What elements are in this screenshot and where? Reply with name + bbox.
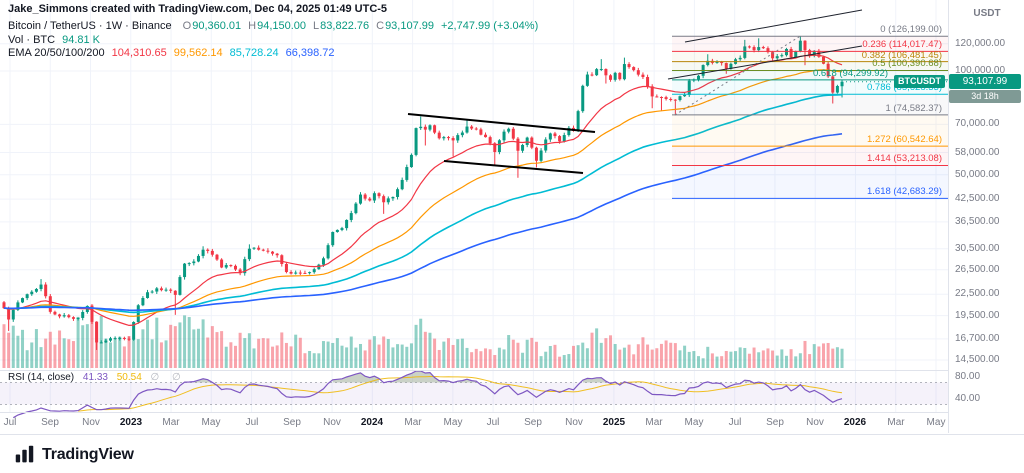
trend-drawings [407, 9, 863, 174]
price-axis-tick: 19,500.00 [955, 310, 1000, 321]
time-axis-tick: Mar [162, 417, 180, 428]
price-axis-tick: 70,000.00 [955, 118, 1000, 129]
time-axis-divider [0, 412, 1024, 413]
time-axis-tick: Jul [3, 417, 17, 428]
fib-level-label: 0.618 (94,299.92) [812, 68, 888, 79]
symbol-price-flag: BTCUSDT [894, 75, 945, 88]
fib-level-label: 1.272 (60,542.64) [866, 134, 942, 145]
pane-divider[interactable] [0, 370, 1024, 371]
time-axis-tick: Jul [245, 417, 259, 428]
time-axis-tick: Nov [323, 417, 341, 428]
time-axis-tick: Mar [645, 417, 663, 428]
rsi-axis-tick: 40.00 [955, 393, 981, 404]
candles [2, 36, 844, 350]
ema-legend[interactable]: EMA 20/50/100/200 104,310.65 99,562.14 85,… [8, 47, 342, 59]
axis-currency-label: USDT [973, 8, 1001, 19]
time-axis-tick: Sep [41, 417, 59, 428]
tradingview-wordmark: TradingView [42, 445, 134, 463]
fib-level-label: 0.5 (100,390.68) [872, 58, 942, 69]
fib-level-label: 0.382 (106,481.45) [861, 50, 942, 61]
fib-retracement [672, 35, 948, 199]
price-axis-tick: 50,000.00 [955, 169, 1000, 180]
price-axis-tick: 36,500.00 [955, 216, 1000, 227]
rsi-ma-value: 50.54 [116, 372, 142, 383]
ohlc-high: H 94,150.00 [248, 20, 307, 32]
time-axis-tick: May [926, 417, 946, 428]
fib-level-label: 1.618 (42,683.29) [866, 186, 942, 197]
ema-values: 104,310.65 99,562.14 85,728.24 66,398.72 [112, 47, 342, 59]
price-axis-tick: 14,500.00 [955, 354, 1000, 365]
time-axis-tick: May [684, 417, 704, 428]
symbol-legend[interactable]: Bitcoin / TetherUS · 1W · Binance O 90,36… [8, 20, 538, 32]
time-axis-tick: 2023 [119, 417, 143, 428]
ema-value: 99,562.14 [173, 47, 223, 59]
fib-level-label: 0 (126,199.00) [880, 24, 942, 35]
time-axis-tick: 2026 [843, 417, 867, 428]
price-axis-tick: 42,500.00 [955, 193, 1000, 204]
symbol-title: Bitcoin / TetherUS · 1W · Binance [8, 20, 172, 32]
time-axis-tick: Mar [404, 417, 422, 428]
price-axis-tick: 16,700.00 [955, 333, 1000, 344]
ema-lines [3, 54, 843, 326]
price-axis-tick: 30,500.00 [955, 243, 1000, 254]
time-axis-tick: Sep [766, 417, 784, 428]
ema-value: 66,398.72 [285, 47, 335, 59]
rsi-label: RSI (14, close) [8, 372, 75, 383]
time-axis-tick: Sep [283, 417, 301, 428]
price-chart[interactable] [0, 0, 948, 433]
last-price-badge: 93,107.99 [949, 74, 1021, 89]
price-change: +2,747.99 (+3.04%) [441, 20, 539, 32]
time-axis-tick: Jul [728, 417, 742, 428]
price-axis-tick: 100,000.00 [955, 65, 1006, 76]
time-axis-tick: May [201, 417, 221, 428]
fib-level-label: 1 (74,582.37) [885, 103, 942, 114]
time-axis-tick: Nov [806, 417, 824, 428]
time-axis-tick: May [443, 417, 463, 428]
time-axis-tick: Nov [82, 417, 100, 428]
rsi-axis-tick: 80.00 [955, 371, 981, 382]
footer: TradingView [0, 434, 1024, 473]
fib-level-label: 0.236 (114,017.47) [862, 39, 942, 50]
candle-countdown-badge: 3d 18h [949, 90, 1021, 103]
price-axis[interactable]: USDT 120,000.00 100,000.00 70,000.00 58,000… [948, 0, 1024, 433]
volume-value: 94.81 K [62, 34, 100, 46]
time-axis-tick: Sep [524, 417, 542, 428]
volume-legend[interactable]: Vol · BTC 94.81 K [8, 34, 100, 46]
ema-value: 85,728.24 [229, 47, 279, 59]
tradingview-brand-link[interactable]: TradingView [14, 444, 134, 465]
ema-value: 104,310.65 [111, 47, 167, 59]
price-axis-tick: 120,000.00 [955, 38, 1006, 49]
attribution: Jake_Simmons created with TradingView.co… [8, 3, 388, 15]
rsi-hidden-plots: ∅ ∅ [150, 372, 186, 383]
time-axis-tick: 2025 [602, 417, 626, 428]
ohlc-close: C 93,107.99 [376, 20, 434, 32]
ema-label: EMA 20/50/100/200 [8, 47, 105, 59]
price-axis-tick: 26,500.00 [955, 264, 1000, 275]
time-axis-tick: 2024 [360, 417, 384, 428]
ohlc-low: L 83,822.76 [313, 20, 370, 32]
time-axis-tick: Mar [887, 417, 905, 428]
time-axis[interactable]: Jul Sep Nov 2023 Mar May Jul Sep Nov 2024 Mar May Ju… [0, 413, 948, 433]
price-axis-tick: 22,500.00 [955, 288, 1000, 299]
tradingview-logo-icon [15, 445, 34, 463]
rsi-pane [0, 370, 948, 419]
rsi-legend[interactable]: RSI (14, close) 41.33 50.54 ∅ ∅ [8, 372, 186, 383]
rsi-value: 41.33 [82, 372, 108, 383]
time-axis-tick: Jul [486, 417, 500, 428]
volume-label: Vol · BTC [8, 34, 56, 46]
volume-bars [2, 304, 844, 368]
fib-level-label: 1.414 (53,213.08) [866, 153, 942, 164]
time-axis-tick: Nov [565, 417, 583, 428]
price-axis-tick: 58,000.00 [955, 147, 1000, 158]
ohlc-open: O 90,360.01 [182, 20, 242, 32]
